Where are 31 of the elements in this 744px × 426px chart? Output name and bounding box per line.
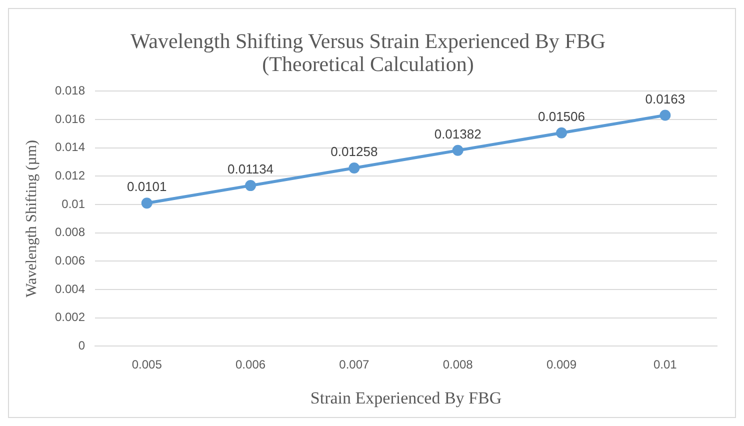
chart-title: Wavelength Shifting Versus Strain Experienced By FBG (Theoretical Calculation)	[130, 29, 606, 76]
point	[348, 162, 360, 174]
y-tick-label: 0.012	[55, 168, 86, 183]
x-tick-label: 0.005	[132, 358, 162, 372]
y-axis-title: Wavelength Shifting (µm)	[24, 140, 40, 298]
x-tick-label: 0.01	[653, 358, 678, 372]
data-label: 0.01134	[228, 162, 274, 177]
y-tick-label: 0.004	[55, 282, 86, 296]
x-tick-label: 0.006	[236, 358, 266, 372]
y-tick-label: 0.014	[55, 140, 86, 154]
data-label: 0.01382	[434, 126, 482, 142]
point	[660, 110, 671, 121]
point	[452, 144, 464, 156]
data-label: 0.01258	[330, 144, 378, 160]
y-tick-label: 0.016	[55, 112, 86, 126]
y-tick-label: 0.006	[55, 254, 86, 268]
data-label: 0.01506	[538, 108, 586, 124]
y-tick-label: 0	[78, 338, 86, 353]
point	[141, 198, 152, 209]
y-tick-label: 0.002	[55, 310, 86, 324]
data-label: 0.0163	[645, 91, 686, 106]
y-tick-label: 0.018	[55, 84, 86, 98]
x-tick-label: 0.008	[442, 358, 474, 372]
y-tick-label: 0.008	[55, 225, 86, 240]
x-tick-label: 0.009	[546, 358, 577, 372]
point	[245, 180, 256, 192]
x-axis-title: Strain Experienced By FBG	[310, 388, 502, 408]
y-tick-label: 0.01	[62, 196, 86, 211]
x-tick-label: 0.007	[339, 358, 370, 372]
data-label: 0.0101	[126, 179, 167, 194]
point	[556, 127, 568, 138]
